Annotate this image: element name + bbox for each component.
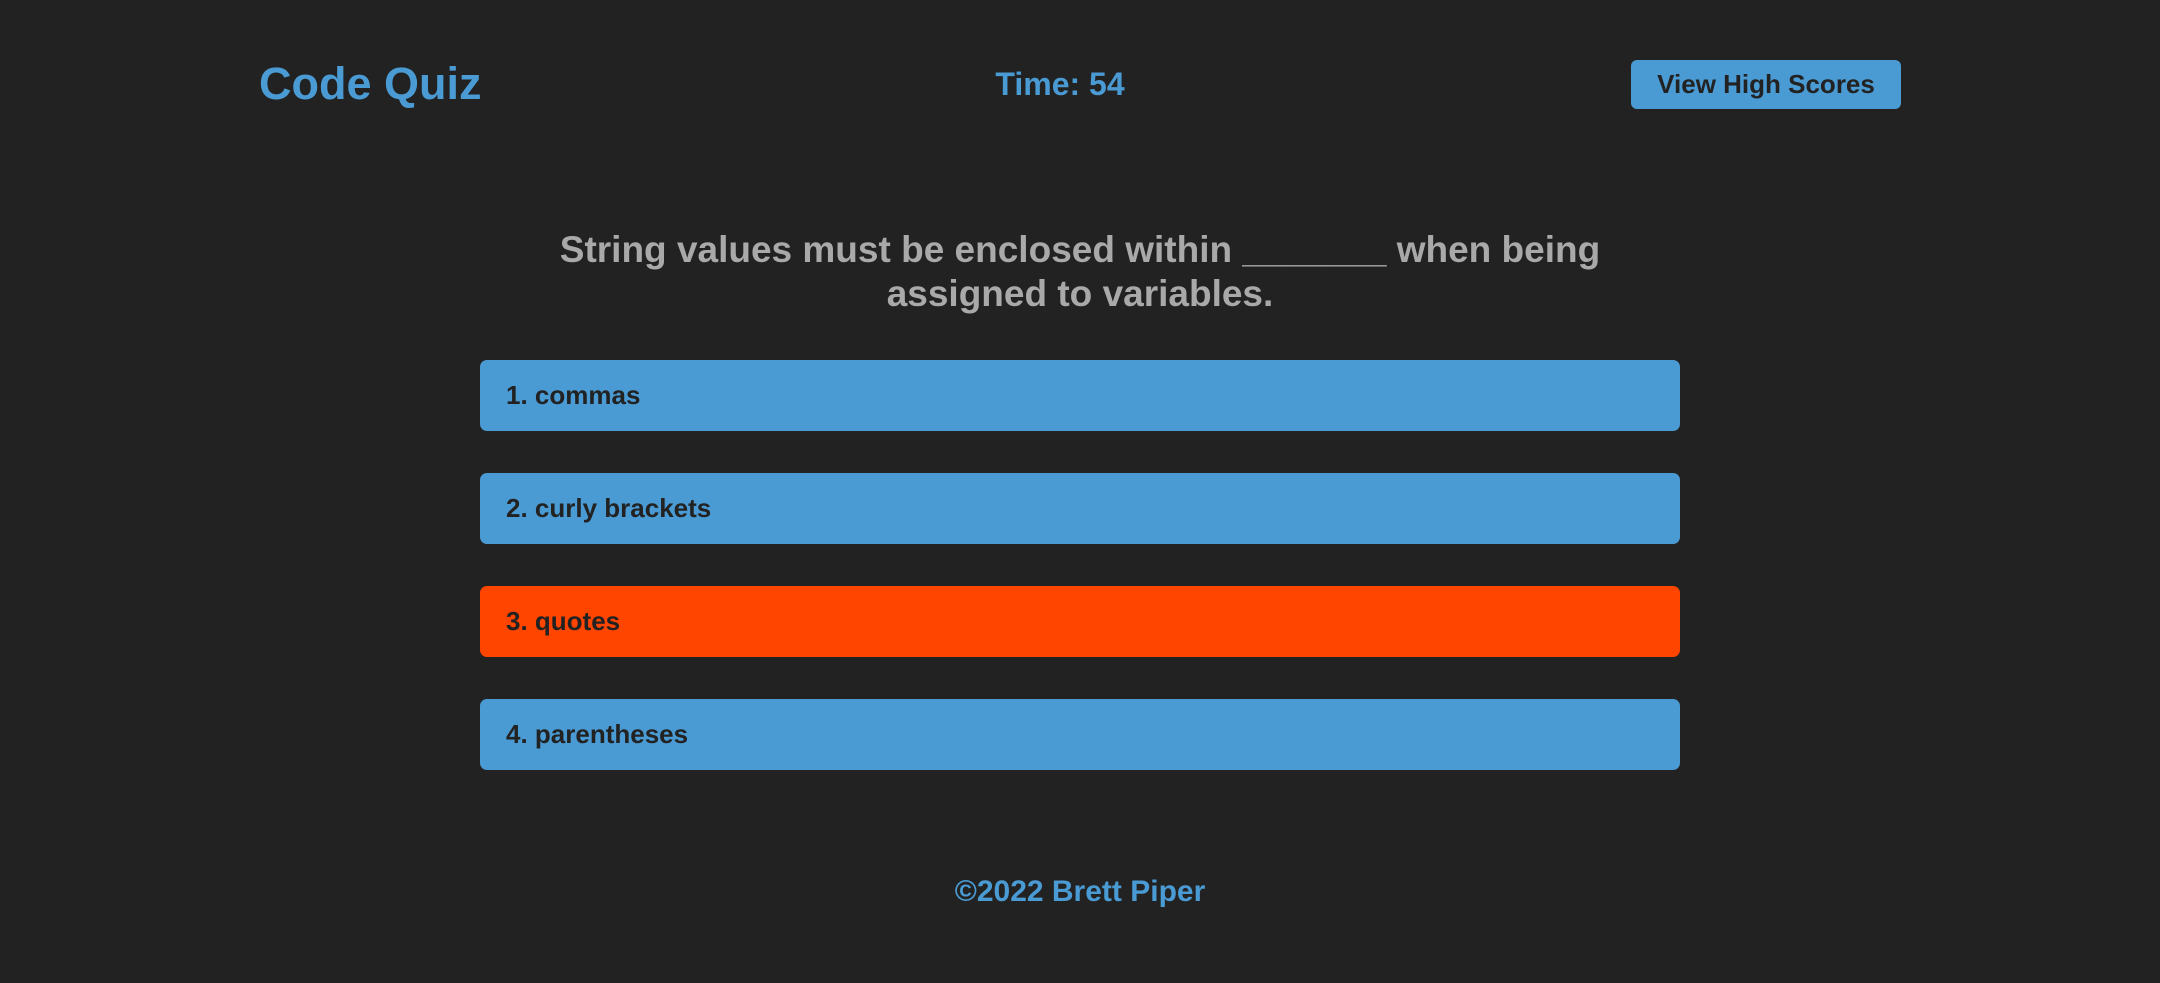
answer-label: 1. commas bbox=[506, 380, 641, 410]
view-high-scores-button[interactable]: View High Scores bbox=[1631, 60, 1901, 109]
app-title: Code Quiz bbox=[259, 58, 482, 109]
footer-copyright: ©2022 Brett Piper bbox=[954, 875, 1206, 908]
answer-label: 3. quotes bbox=[506, 606, 621, 636]
timer-display: Time: 54 bbox=[995, 66, 1125, 102]
question-text: String values must be enclosed within __… bbox=[559, 229, 1601, 314]
answer-option-3[interactable]: 3. quotes bbox=[480, 586, 1680, 657]
answer-label: 2. curly brackets bbox=[506, 493, 712, 523]
answer-option-2[interactable]: 2. curly brackets bbox=[480, 473, 1680, 544]
answer-option-1[interactable]: 1. commas bbox=[480, 360, 1680, 431]
answer-option-4[interactable]: 4. parentheses bbox=[480, 699, 1680, 770]
answer-label: 4. parentheses bbox=[506, 719, 689, 749]
answer-list: 1. commas 2. curly brackets 3. quotes 4.… bbox=[480, 360, 1680, 812]
